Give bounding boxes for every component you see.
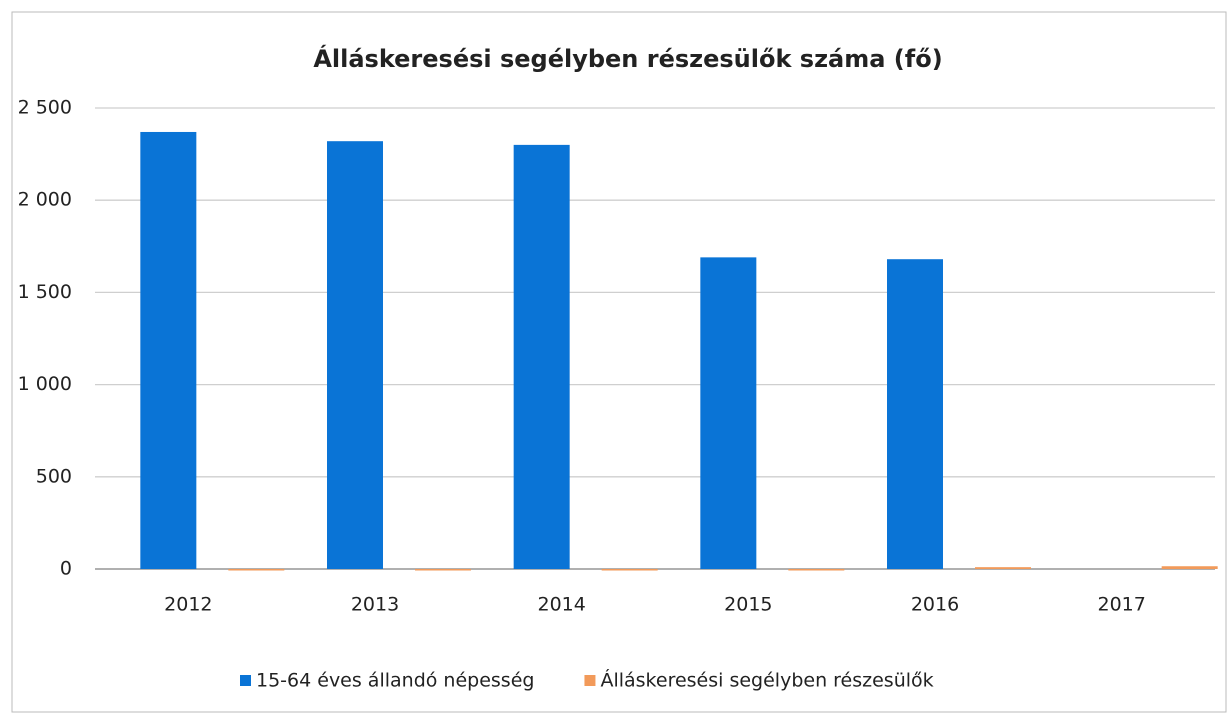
x-tick-label: 2012 <box>164 594 212 616</box>
legend-label: Álláskeresési segélyben részesülők <box>600 669 933 692</box>
bar <box>228 569 285 571</box>
y-tick-label: 1 500 <box>18 281 72 303</box>
bar <box>140 131 197 570</box>
y-tick-label: 2 500 <box>18 97 72 119</box>
bar <box>788 569 845 571</box>
y-tick-label: 2 000 <box>18 189 72 211</box>
bar <box>415 569 471 571</box>
y-tick-label: 0 <box>60 558 72 580</box>
legend-swatch <box>240 675 251 686</box>
x-tick-label: 2016 <box>911 594 959 616</box>
bar <box>1161 566 1218 569</box>
legend-swatch <box>584 675 596 686</box>
y-tick-label: 500 <box>36 465 72 487</box>
legend-label: 15-64 éves állandó népesség <box>256 670 534 692</box>
bar <box>327 141 383 569</box>
x-tick-label: 2015 <box>724 594 772 616</box>
x-tick-label: 2017 <box>1097 594 1145 616</box>
bar <box>601 569 658 571</box>
bar <box>513 144 570 569</box>
x-tick-label: 2014 <box>537 594 585 616</box>
chart-frame <box>11 11 1227 713</box>
x-tick-label: 2013 <box>351 594 399 616</box>
chart-title: Álláskeresési segélyben részesülők száma… <box>313 44 942 73</box>
y-tick-label: 1 000 <box>18 373 72 395</box>
bar <box>975 567 1031 569</box>
bar <box>700 257 757 569</box>
bar <box>887 259 943 569</box>
